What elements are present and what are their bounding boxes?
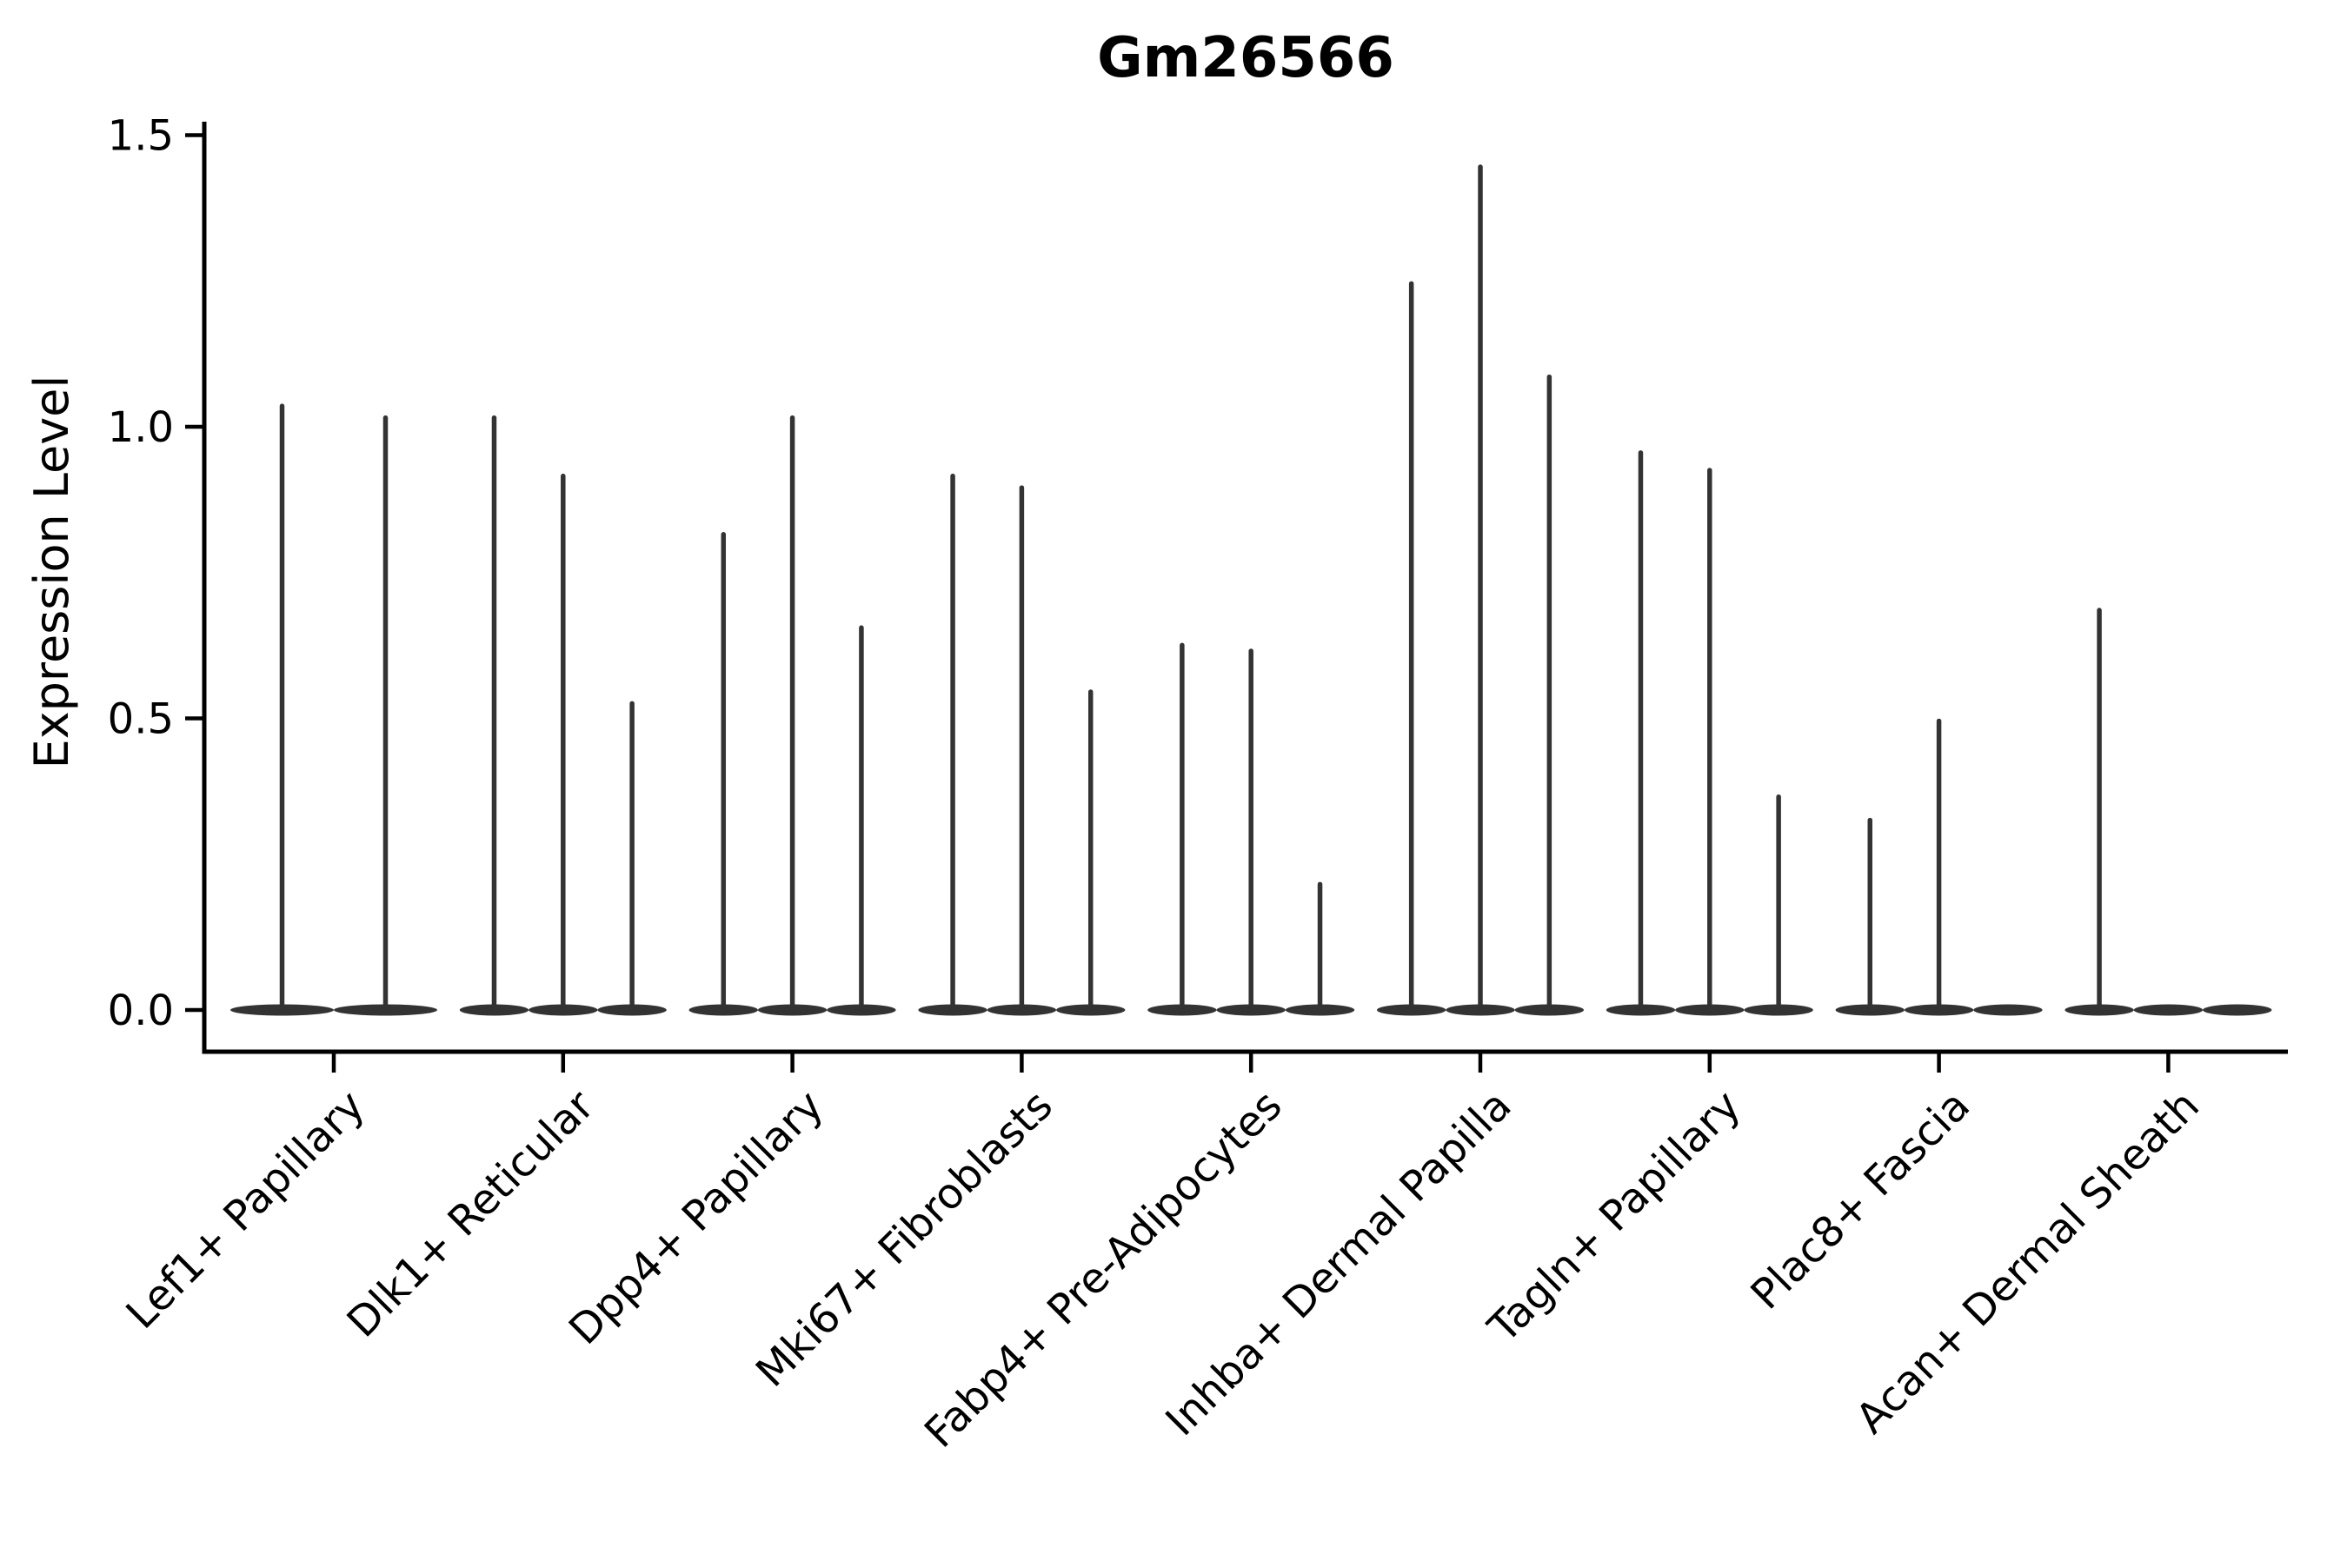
x-tick-label: Plac8+ Fascia — [1742, 1081, 1980, 1319]
violin-base — [2133, 1004, 2204, 1016]
violin-group — [2064, 608, 2272, 1016]
violin-group — [459, 415, 667, 1016]
y-tick-label: 1.5 — [108, 112, 174, 161]
chart-title: Gm26566 — [1097, 26, 1394, 90]
violin-group — [1835, 718, 2043, 1016]
x-tick-label: Lef1+ Papillary — [117, 1081, 375, 1339]
x-tick-label: Dlk1+ Reticular — [338, 1081, 604, 1347]
y-axis-label: Expression Level — [24, 375, 79, 769]
violin-base — [2203, 1004, 2272, 1016]
x-tick-label: Dpp4+ Papillary — [560, 1081, 833, 1354]
violin-group — [1377, 164, 1585, 1016]
y-tick-label: 0.0 — [108, 987, 174, 1035]
violin-group — [688, 415, 896, 1016]
violin-group — [230, 403, 437, 1016]
violin-group — [918, 473, 1126, 1016]
violin-group — [1606, 450, 1813, 1016]
violin-base — [1973, 1004, 2043, 1016]
violins-layer — [230, 164, 2272, 1016]
violin-group — [1147, 642, 1355, 1016]
x-tick-label: Tagln+ Papillary — [1479, 1081, 1750, 1352]
y-axis-ticks: 0.0 0.5 1.0 1.5 — [108, 112, 204, 1035]
y-tick-label: 0.5 — [108, 695, 174, 744]
y-tick-label: 1.0 — [108, 403, 174, 452]
